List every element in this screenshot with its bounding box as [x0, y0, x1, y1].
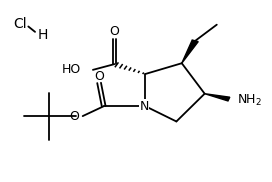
Text: Cl: Cl — [14, 17, 27, 31]
Text: NH$_2$: NH$_2$ — [237, 92, 262, 108]
Text: H: H — [38, 28, 48, 42]
Polygon shape — [182, 40, 198, 63]
Text: N: N — [139, 100, 149, 113]
Polygon shape — [205, 94, 230, 101]
Text: O: O — [110, 25, 119, 38]
Text: O: O — [70, 110, 79, 123]
Text: HO: HO — [61, 63, 81, 76]
Text: O: O — [94, 70, 104, 83]
